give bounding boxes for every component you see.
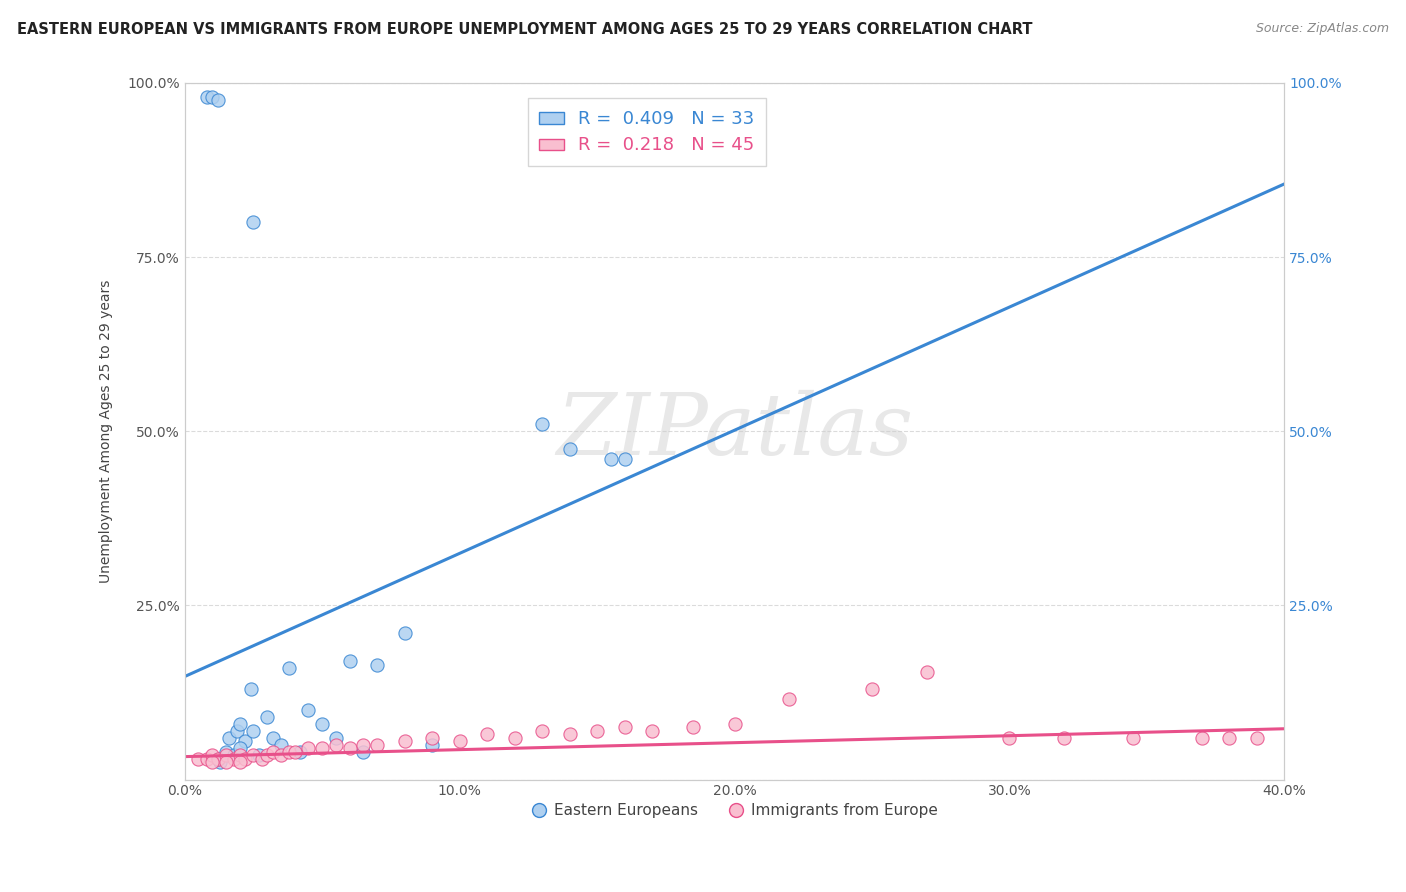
Point	[366, 657, 388, 672]
Point	[325, 731, 347, 745]
Point	[558, 442, 581, 456]
Point	[224, 748, 246, 763]
Point	[599, 452, 621, 467]
Point	[682, 720, 704, 734]
Point	[256, 748, 278, 763]
Point	[915, 665, 938, 679]
Point	[226, 723, 249, 738]
Point	[366, 738, 388, 752]
Point	[278, 745, 301, 759]
Point	[250, 752, 273, 766]
Point	[503, 731, 526, 745]
Point	[233, 752, 256, 766]
Point	[278, 661, 301, 675]
Point	[228, 741, 250, 756]
Point	[242, 723, 264, 738]
Y-axis label: Unemployment Among Ages 25 to 29 years: Unemployment Among Ages 25 to 29 years	[100, 279, 114, 583]
Legend: Eastern Europeans, Immigrants from Europe: Eastern Europeans, Immigrants from Europ…	[524, 797, 945, 824]
Point	[207, 94, 229, 108]
Point	[195, 752, 218, 766]
Point	[394, 734, 416, 748]
Point	[242, 748, 264, 763]
Point	[239, 681, 262, 696]
Point	[779, 692, 801, 706]
Point	[420, 738, 443, 752]
Point	[242, 215, 264, 229]
Point	[475, 727, 498, 741]
Point	[449, 734, 471, 748]
Point	[352, 738, 374, 752]
Point	[209, 755, 232, 769]
Point	[195, 90, 218, 104]
Point	[201, 90, 224, 104]
Text: Source: ZipAtlas.com: Source: ZipAtlas.com	[1256, 22, 1389, 36]
Point	[1191, 731, 1213, 745]
Point	[998, 731, 1021, 745]
Point	[641, 723, 664, 738]
Point	[1122, 731, 1144, 745]
Point	[228, 717, 250, 731]
Point	[339, 741, 361, 756]
Point	[201, 748, 224, 763]
Point	[215, 745, 238, 759]
Point	[613, 452, 636, 467]
Point	[270, 748, 292, 763]
Point	[860, 681, 883, 696]
Point	[297, 741, 319, 756]
Point	[207, 752, 229, 766]
Point	[201, 755, 224, 769]
Point	[262, 745, 284, 759]
Point	[207, 752, 229, 766]
Text: ZIPatlas: ZIPatlas	[555, 390, 912, 473]
Point	[613, 720, 636, 734]
Point	[586, 723, 609, 738]
Point	[339, 654, 361, 668]
Point	[311, 717, 333, 731]
Point	[420, 731, 443, 745]
Point	[233, 734, 256, 748]
Point	[218, 731, 240, 745]
Point	[284, 745, 307, 759]
Point	[215, 755, 238, 769]
Point	[1053, 731, 1076, 745]
Point	[187, 752, 209, 766]
Point	[297, 703, 319, 717]
Point	[290, 745, 312, 759]
Point	[1246, 731, 1268, 745]
Point	[228, 755, 250, 769]
Point	[228, 748, 250, 763]
Point	[270, 738, 292, 752]
Point	[352, 745, 374, 759]
Point	[1218, 731, 1240, 745]
Point	[325, 738, 347, 752]
Point	[247, 748, 270, 763]
Point	[224, 752, 246, 766]
Point	[215, 748, 238, 763]
Point	[394, 626, 416, 640]
Point	[256, 710, 278, 724]
Point	[558, 727, 581, 741]
Text: EASTERN EUROPEAN VS IMMIGRANTS FROM EUROPE UNEMPLOYMENT AMONG AGES 25 TO 29 YEAR: EASTERN EUROPEAN VS IMMIGRANTS FROM EURO…	[17, 22, 1032, 37]
Point	[531, 723, 554, 738]
Point	[723, 717, 745, 731]
Point	[531, 417, 554, 432]
Point	[262, 731, 284, 745]
Point	[311, 741, 333, 756]
